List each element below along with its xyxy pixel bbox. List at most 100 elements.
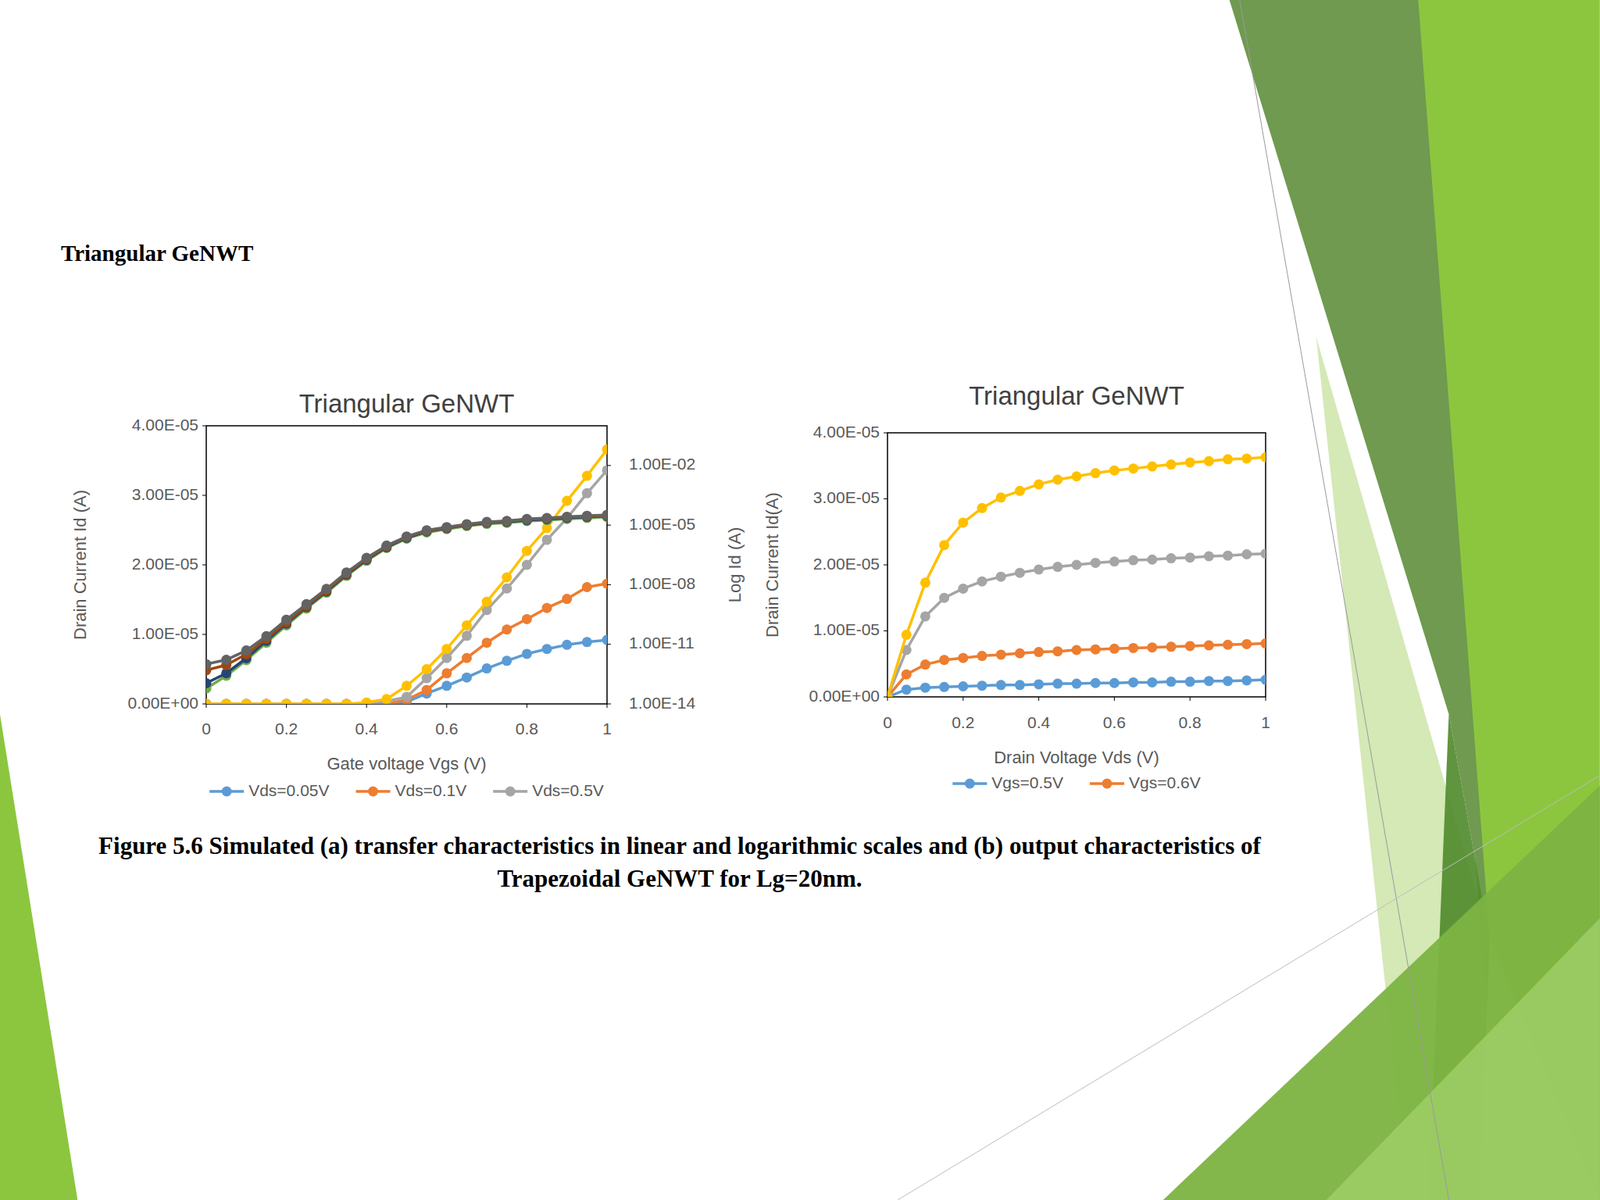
data-point [1109,678,1120,689]
data-point [939,682,950,693]
data-point [561,639,572,650]
data-point [602,635,608,646]
tick-mark [883,696,888,698]
data-point [401,680,412,691]
tick-mark [1189,696,1191,701]
y-tick-label: 0.00E+00 [127,693,199,712]
data-point [321,699,332,705]
data-point [887,692,893,698]
data-point [1203,551,1215,562]
data-point [977,650,988,661]
x-tick-label: 0.2 [951,713,975,732]
data-point [341,567,352,578]
plot-frame [887,432,1266,697]
data-point [401,531,412,542]
data-point [1203,640,1215,651]
x-tick-label: 0.6 [435,719,458,738]
series [887,675,1266,697]
data-point [1109,643,1120,654]
data-point [501,515,512,526]
data-point [206,678,212,689]
tick-mark [607,584,611,586]
data-point [1090,678,1101,689]
data-point [461,620,472,631]
data-point [582,471,593,482]
data-point [501,572,512,583]
data-point [1128,642,1139,654]
legend-label: Vds=0.05V [248,781,329,800]
series [206,635,608,704]
data-point [602,509,608,520]
legend-label: Vds=0.1V [395,781,468,800]
y2-tick-label: 1.00E-05 [628,514,696,533]
data-point [1185,457,1196,468]
legend-label: Vgs=0.5V [991,773,1064,792]
data-point [1128,463,1139,474]
data-point [901,669,912,680]
data-point [542,534,553,545]
tick-mark [887,696,889,701]
series [206,464,608,704]
series-line [206,514,608,665]
data-point [996,492,1007,503]
data-point [1109,556,1120,567]
data-point [301,699,312,705]
series-line [206,515,608,671]
data-point [1166,676,1177,687]
data-point [1222,639,1233,650]
data-point [1071,471,1083,482]
data-point [1033,646,1044,658]
legend-item: Vds=0.05V [209,781,329,800]
data-point [281,699,292,705]
data-point [401,532,412,543]
data-point [1241,549,1252,560]
legend: Vds=0.05VVds=0.1VVds=0.5V [209,781,604,800]
decor-line [1239,0,1450,1200]
data-point [901,684,912,695]
data-point [1128,677,1139,688]
data-point [887,692,893,698]
data-point [996,571,1007,583]
y2-tick-label: 1.00E-02 [628,454,696,473]
data-point [996,679,1007,690]
data-point [887,692,893,698]
legend-item: Vgs=0.5V [952,773,1064,792]
data-point [920,659,931,670]
legend-marker [964,778,975,790]
tick-mark [883,630,888,632]
legend: Vgs=0.5V Vgs=0.6V [952,773,1200,792]
legend-label: Vgs=0.6V [1128,773,1201,792]
data-point [281,699,292,705]
data-point [542,643,553,654]
slide-heading: Triangular GeNWT [60,240,254,267]
series [206,578,608,704]
data-point [1185,676,1196,687]
data-point [521,546,533,557]
tick-mark [962,696,964,701]
data-point [561,511,572,522]
data-point [957,517,968,528]
data-point [1033,564,1044,575]
x-tick-label: 0.8 [1178,713,1202,732]
data-point [1146,642,1158,653]
series [206,510,608,689]
data-point [1241,675,1252,686]
x-tick-label: 0.4 [1027,713,1051,732]
data-point [901,629,912,640]
decoration [0,0,1600,1200]
legend-item: Vds=0.1V [356,781,468,800]
data-point [1052,646,1063,657]
data-point [221,654,232,665]
data-point [260,699,272,705]
legend-marker [505,786,516,797]
y-tick-label: 1.00E-05 [132,624,199,643]
data-point [260,699,272,705]
data-point [501,516,512,527]
data-point [939,539,950,550]
data-point [920,682,931,693]
data-point [1222,550,1233,561]
data-point [1260,548,1267,559]
series [887,548,1266,697]
data-point [482,596,493,608]
x-tick-label: 0 [201,719,211,738]
